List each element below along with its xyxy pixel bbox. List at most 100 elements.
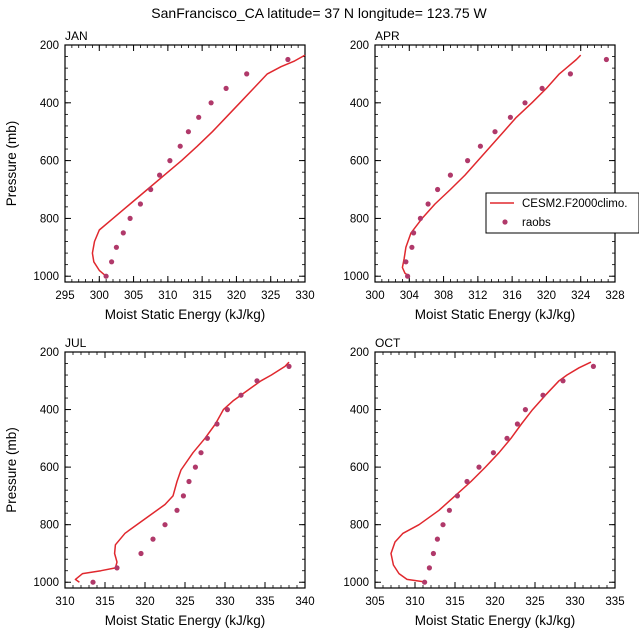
raobs-point-oct xyxy=(430,550,436,557)
plot-frame-oct xyxy=(374,351,616,589)
y-tick-label-jul: 600 xyxy=(40,462,59,474)
raobs-point-jul xyxy=(198,450,204,456)
x-tick-label-jan: 330 xyxy=(295,290,314,302)
raobs-point-jan xyxy=(137,201,143,207)
x-tick-label-oct: 325 xyxy=(525,596,544,608)
raobs-point-jul xyxy=(174,507,180,513)
x-tick-label-oct: 330 xyxy=(565,596,584,608)
raobs-point-jul xyxy=(224,407,230,413)
raobs-point-oct xyxy=(522,407,529,413)
panel-oct: 305 310 315 320 325 330 335 200 400 600 800 1000 OCT… xyxy=(343,336,624,628)
raobs-point-jul xyxy=(114,565,120,571)
x-tick-label-jan: 305 xyxy=(124,290,143,302)
raobs-point-jan xyxy=(127,215,133,221)
raobs-point-apr xyxy=(492,129,498,135)
legend-obs-swatch xyxy=(502,219,508,225)
y-tick-label-oct: 200 xyxy=(350,347,369,359)
raobs-point-apr xyxy=(567,71,574,77)
x-tick-label-apr: 308 xyxy=(434,290,453,302)
raobs-point-apr xyxy=(409,244,415,250)
x-axis-label-jul: Moist Static Energy (kJ/kg) xyxy=(105,613,266,628)
y-tick-label-apr: 1000 xyxy=(343,271,369,283)
legend-obs-label: raobs xyxy=(522,217,551,229)
x-tick-label-oct: 305 xyxy=(365,596,384,608)
x-tick-label-oct: 335 xyxy=(605,596,624,608)
x-tick-label-apr: 316 xyxy=(503,290,522,302)
x-tick-label-oct: 315 xyxy=(445,596,464,608)
panel-label-apr: APR xyxy=(375,29,400,43)
raobs-point-apr xyxy=(435,186,441,193)
raobs-point-jan xyxy=(113,244,119,250)
y-tick-label-oct: 400 xyxy=(350,405,369,417)
raobs-point-jul xyxy=(204,435,210,441)
plot-frame-jul xyxy=(64,351,306,589)
x-tick-label-jul: 340 xyxy=(295,596,314,608)
model-line-jan xyxy=(91,54,306,277)
raobs-point-oct xyxy=(434,536,440,542)
x-tick-label-oct: 310 xyxy=(405,596,424,608)
raobs-point-jan xyxy=(148,186,154,193)
raobs-point-oct xyxy=(590,363,597,369)
x-tick-label-apr: 328 xyxy=(605,290,624,302)
y-tick-label-apr: 800 xyxy=(350,213,369,225)
raobs-point-jan xyxy=(167,158,173,164)
x-tick-label-jul: 325 xyxy=(175,596,194,608)
raobs-point-jan xyxy=(208,100,214,106)
raobs-point-jul xyxy=(180,493,186,499)
y-tick-label-apr: 400 xyxy=(350,98,369,110)
raobs-point-jul xyxy=(238,392,244,398)
x-tick-label-apr: 320 xyxy=(537,290,556,302)
x-tick-label-jan: 315 xyxy=(193,290,212,302)
x-axis-label-apr: Moist Static Energy (kJ/kg) xyxy=(415,307,576,322)
x-tick-label-jan: 300 xyxy=(90,290,109,302)
raobs-point-jan xyxy=(285,56,291,63)
y-tick-label-jan: 400 xyxy=(40,98,59,110)
raobs-point-oct xyxy=(426,565,432,571)
x-tick-label-oct: 320 xyxy=(485,596,504,608)
raobs-point-oct xyxy=(446,507,452,513)
legend-model-label: CESM2.F2000climo. xyxy=(522,198,627,210)
raobs-point-oct xyxy=(560,378,566,384)
plot-frame-jan xyxy=(64,44,306,283)
y-axis-label-jan: Pressure (mb) xyxy=(4,121,19,207)
legend: CESM2.F2000climo. raobs xyxy=(485,192,639,234)
y-tick-label-oct: 600 xyxy=(350,462,369,474)
raobs-point-apr xyxy=(507,114,513,120)
model-line-apr xyxy=(401,54,582,277)
panel-jan: 295 300 305 310 315 320 325 330 200 400 600 800 1000… xyxy=(4,29,315,322)
raobs-point-jan xyxy=(157,172,163,178)
y-tick-label-jul: 1000 xyxy=(33,577,59,589)
raobs-point-jan xyxy=(185,129,191,135)
model-line-oct xyxy=(390,361,592,583)
x-tick-label-jan: 320 xyxy=(227,290,246,302)
raobs-point-apr xyxy=(411,230,417,236)
x-tick-label-apr: 304 xyxy=(400,290,420,302)
y-tick-label-jan: 800 xyxy=(40,213,59,225)
raobs-point-oct xyxy=(422,579,428,585)
y-tick-label-apr: 200 xyxy=(350,40,369,52)
raobs-point-apr xyxy=(447,172,453,178)
x-tick-label-apr: 312 xyxy=(468,290,487,302)
x-tick-label-jan: 325 xyxy=(261,290,280,302)
raobs-point-jan xyxy=(177,143,183,149)
x-tick-label-jan: 310 xyxy=(158,290,177,302)
y-tick-label-jul: 400 xyxy=(40,405,59,417)
raobs-point-oct xyxy=(540,392,546,398)
x-tick-label-apr: 300 xyxy=(365,290,384,302)
panels: 295 300 305 310 315 320 325 330 200 400 600 800 1000… xyxy=(4,29,625,628)
raobs-point-oct xyxy=(490,450,496,456)
panel-apr: 300 304 308 312 316 320 324 328 200 400 600 800 1000… xyxy=(343,29,624,322)
y-tick-label-jan: 600 xyxy=(40,156,59,168)
raobs-point-apr xyxy=(403,259,409,265)
raobs-point-oct xyxy=(514,421,521,427)
raobs-point-apr xyxy=(417,215,423,221)
panel-label-oct: OCT xyxy=(375,336,401,350)
panel-jul: 310 315 320 325 330 335 340 200 400 600 800 1000 JUL… xyxy=(4,336,315,628)
raobs-point-oct xyxy=(464,478,470,485)
raobs-point-apr xyxy=(522,100,528,106)
raobs-point-jul xyxy=(286,363,292,369)
raobs-point-oct xyxy=(454,493,460,499)
y-tick-label-jul: 200 xyxy=(40,347,59,359)
y-tick-label-jan: 200 xyxy=(40,40,59,52)
raobs-point-oct xyxy=(440,522,446,528)
